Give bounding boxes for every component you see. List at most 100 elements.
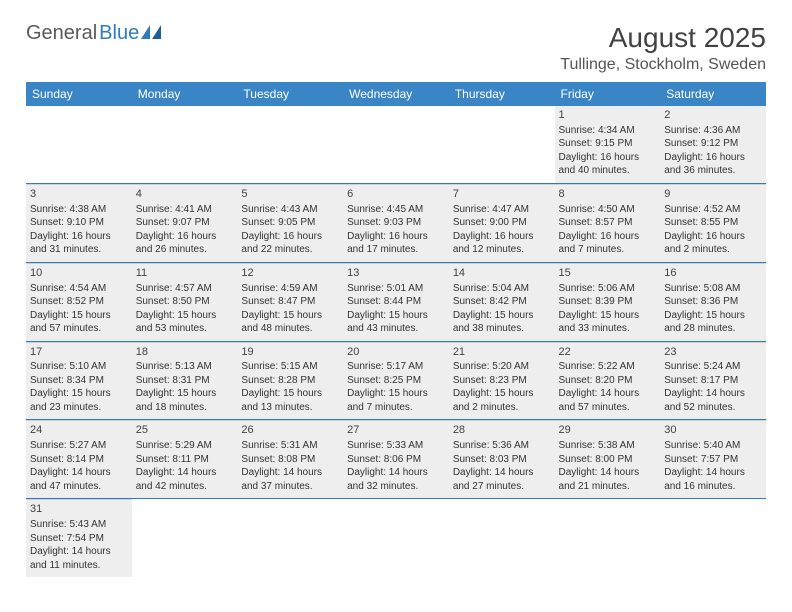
calendar-cell (132, 499, 238, 577)
sail-icon (141, 25, 161, 39)
sunrise-text: Sunrise: 4:52 AM (664, 203, 762, 217)
calendar-cell (449, 106, 555, 183)
sunrise-text: Sunrise: 5:27 AM (30, 439, 128, 453)
day-number: 8 (559, 187, 657, 202)
daylight-text: and 47 minutes. (30, 480, 128, 494)
daylight-text: Daylight: 16 hours (559, 151, 657, 165)
daylight-text: Daylight: 15 hours (559, 309, 657, 323)
sunrise-text: Sunrise: 5:29 AM (136, 439, 234, 453)
sunset-text: Sunset: 8:31 PM (136, 374, 234, 388)
daylight-text: Daylight: 16 hours (453, 230, 551, 244)
sunrise-text: Sunrise: 5:33 AM (347, 439, 445, 453)
sunset-text: Sunset: 9:05 PM (241, 216, 339, 230)
sunset-text: Sunset: 8:06 PM (347, 453, 445, 467)
calendar-cell (343, 106, 449, 183)
calendar-week: 17Sunrise: 5:10 AMSunset: 8:34 PMDayligh… (26, 342, 766, 420)
calendar-cell (132, 106, 238, 183)
sunset-text: Sunset: 8:08 PM (241, 453, 339, 467)
day-header: Wednesday (343, 82, 449, 106)
calendar-cell: 31Sunrise: 5:43 AMSunset: 7:54 PMDayligh… (26, 499, 132, 577)
calendar-cell: 8Sunrise: 4:50 AMSunset: 8:57 PMDaylight… (555, 184, 661, 262)
daylight-text: Daylight: 15 hours (136, 387, 234, 401)
daylight-text: Daylight: 14 hours (347, 466, 445, 480)
calendar-cell: 2Sunrise: 4:36 AMSunset: 9:12 PMDaylight… (660, 106, 766, 183)
calendar-week: 10Sunrise: 4:54 AMSunset: 8:52 PMDayligh… (26, 263, 766, 341)
day-number: 13 (347, 266, 445, 281)
daylight-text: Daylight: 15 hours (241, 309, 339, 323)
calendar-cell: 15Sunrise: 5:06 AMSunset: 8:39 PMDayligh… (555, 263, 661, 341)
daylight-text: Daylight: 15 hours (453, 387, 551, 401)
daylight-text: and 33 minutes. (559, 322, 657, 336)
daylight-text: and 32 minutes. (347, 480, 445, 494)
calendar-table: SundayMondayTuesdayWednesdayThursdayFrid… (26, 82, 766, 577)
day-number: 20 (347, 345, 445, 360)
calendar-cell (26, 106, 132, 183)
daylight-text: and 38 minutes. (453, 322, 551, 336)
sunset-text: Sunset: 8:20 PM (559, 374, 657, 388)
calendar-cell: 7Sunrise: 4:47 AMSunset: 9:00 PMDaylight… (449, 184, 555, 262)
daylight-text: Daylight: 16 hours (664, 230, 762, 244)
sunrise-text: Sunrise: 5:20 AM (453, 360, 551, 374)
sunrise-text: Sunrise: 5:13 AM (136, 360, 234, 374)
sunset-text: Sunset: 8:44 PM (347, 295, 445, 309)
calendar-cell (237, 499, 343, 577)
day-number: 22 (559, 345, 657, 360)
sunrise-text: Sunrise: 5:24 AM (664, 360, 762, 374)
day-number: 31 (30, 502, 128, 517)
sunset-text: Sunset: 8:03 PM (453, 453, 551, 467)
sunrise-text: Sunrise: 4:54 AM (30, 282, 128, 296)
calendar-cell: 21Sunrise: 5:20 AMSunset: 8:23 PMDayligh… (449, 342, 555, 420)
day-number: 16 (664, 266, 762, 281)
brand-part2: Blue (99, 22, 139, 45)
calendar-week: 1Sunrise: 4:34 AMSunset: 9:15 PMDaylight… (26, 106, 766, 183)
daylight-text: Daylight: 15 hours (347, 309, 445, 323)
sunset-text: Sunset: 8:17 PM (664, 374, 762, 388)
sunrise-text: Sunrise: 5:15 AM (241, 360, 339, 374)
daylight-text: Daylight: 15 hours (241, 387, 339, 401)
daylight-text: Daylight: 14 hours (30, 466, 128, 480)
calendar-cell: 4Sunrise: 4:41 AMSunset: 9:07 PMDaylight… (132, 184, 238, 262)
sunrise-text: Sunrise: 4:57 AM (136, 282, 234, 296)
day-header: Tuesday (237, 82, 343, 106)
daylight-text: and 31 minutes. (30, 243, 128, 257)
calendar-cell: 28Sunrise: 5:36 AMSunset: 8:03 PMDayligh… (449, 420, 555, 498)
sunrise-text: Sunrise: 4:59 AM (241, 282, 339, 296)
daylight-text: Daylight: 16 hours (347, 230, 445, 244)
calendar-cell: 18Sunrise: 5:13 AMSunset: 8:31 PMDayligh… (132, 342, 238, 420)
daylight-text: Daylight: 14 hours (241, 466, 339, 480)
calendar-cell: 19Sunrise: 5:15 AMSunset: 8:28 PMDayligh… (237, 342, 343, 420)
calendar-cell: 1Sunrise: 4:34 AMSunset: 9:15 PMDaylight… (555, 106, 661, 183)
day-number: 1 (559, 108, 657, 123)
daylight-text: and 17 minutes. (347, 243, 445, 257)
day-number: 5 (241, 187, 339, 202)
day-number: 12 (241, 266, 339, 281)
day-header: Friday (555, 82, 661, 106)
daylight-text: and 22 minutes. (241, 243, 339, 257)
calendar-cell: 11Sunrise: 4:57 AMSunset: 8:50 PMDayligh… (132, 263, 238, 341)
location-text: Tullinge, Stockholm, Sweden (560, 56, 766, 74)
day-number: 2 (664, 108, 762, 123)
daylight-text: and 26 minutes. (136, 243, 234, 257)
sunset-text: Sunset: 8:39 PM (559, 295, 657, 309)
sunset-text: Sunset: 9:15 PM (559, 137, 657, 151)
sunrise-text: Sunrise: 5:08 AM (664, 282, 762, 296)
daylight-text: Daylight: 16 hours (136, 230, 234, 244)
sunset-text: Sunset: 8:11 PM (136, 453, 234, 467)
daylight-text: Daylight: 16 hours (559, 230, 657, 244)
calendar-cell: 14Sunrise: 5:04 AMSunset: 8:42 PMDayligh… (449, 263, 555, 341)
daylight-text: and 13 minutes. (241, 401, 339, 415)
calendar-cell: 17Sunrise: 5:10 AMSunset: 8:34 PMDayligh… (26, 342, 132, 420)
brand-part2-wrap: Blue (99, 22, 161, 45)
daylight-text: and 40 minutes. (559, 164, 657, 178)
sunset-text: Sunset: 9:03 PM (347, 216, 445, 230)
sunrise-text: Sunrise: 4:36 AM (664, 124, 762, 138)
daylight-text: Daylight: 14 hours (664, 466, 762, 480)
calendar-cell: 26Sunrise: 5:31 AMSunset: 8:08 PMDayligh… (237, 420, 343, 498)
sunset-text: Sunset: 9:12 PM (664, 137, 762, 151)
daylight-text: and 57 minutes. (30, 322, 128, 336)
daylight-text: and 12 minutes. (453, 243, 551, 257)
daylight-text: and 7 minutes. (559, 243, 657, 257)
sunrise-text: Sunrise: 4:43 AM (241, 203, 339, 217)
calendar-cell: 9Sunrise: 4:52 AMSunset: 8:55 PMDaylight… (660, 184, 766, 262)
daylight-text: Daylight: 15 hours (30, 387, 128, 401)
